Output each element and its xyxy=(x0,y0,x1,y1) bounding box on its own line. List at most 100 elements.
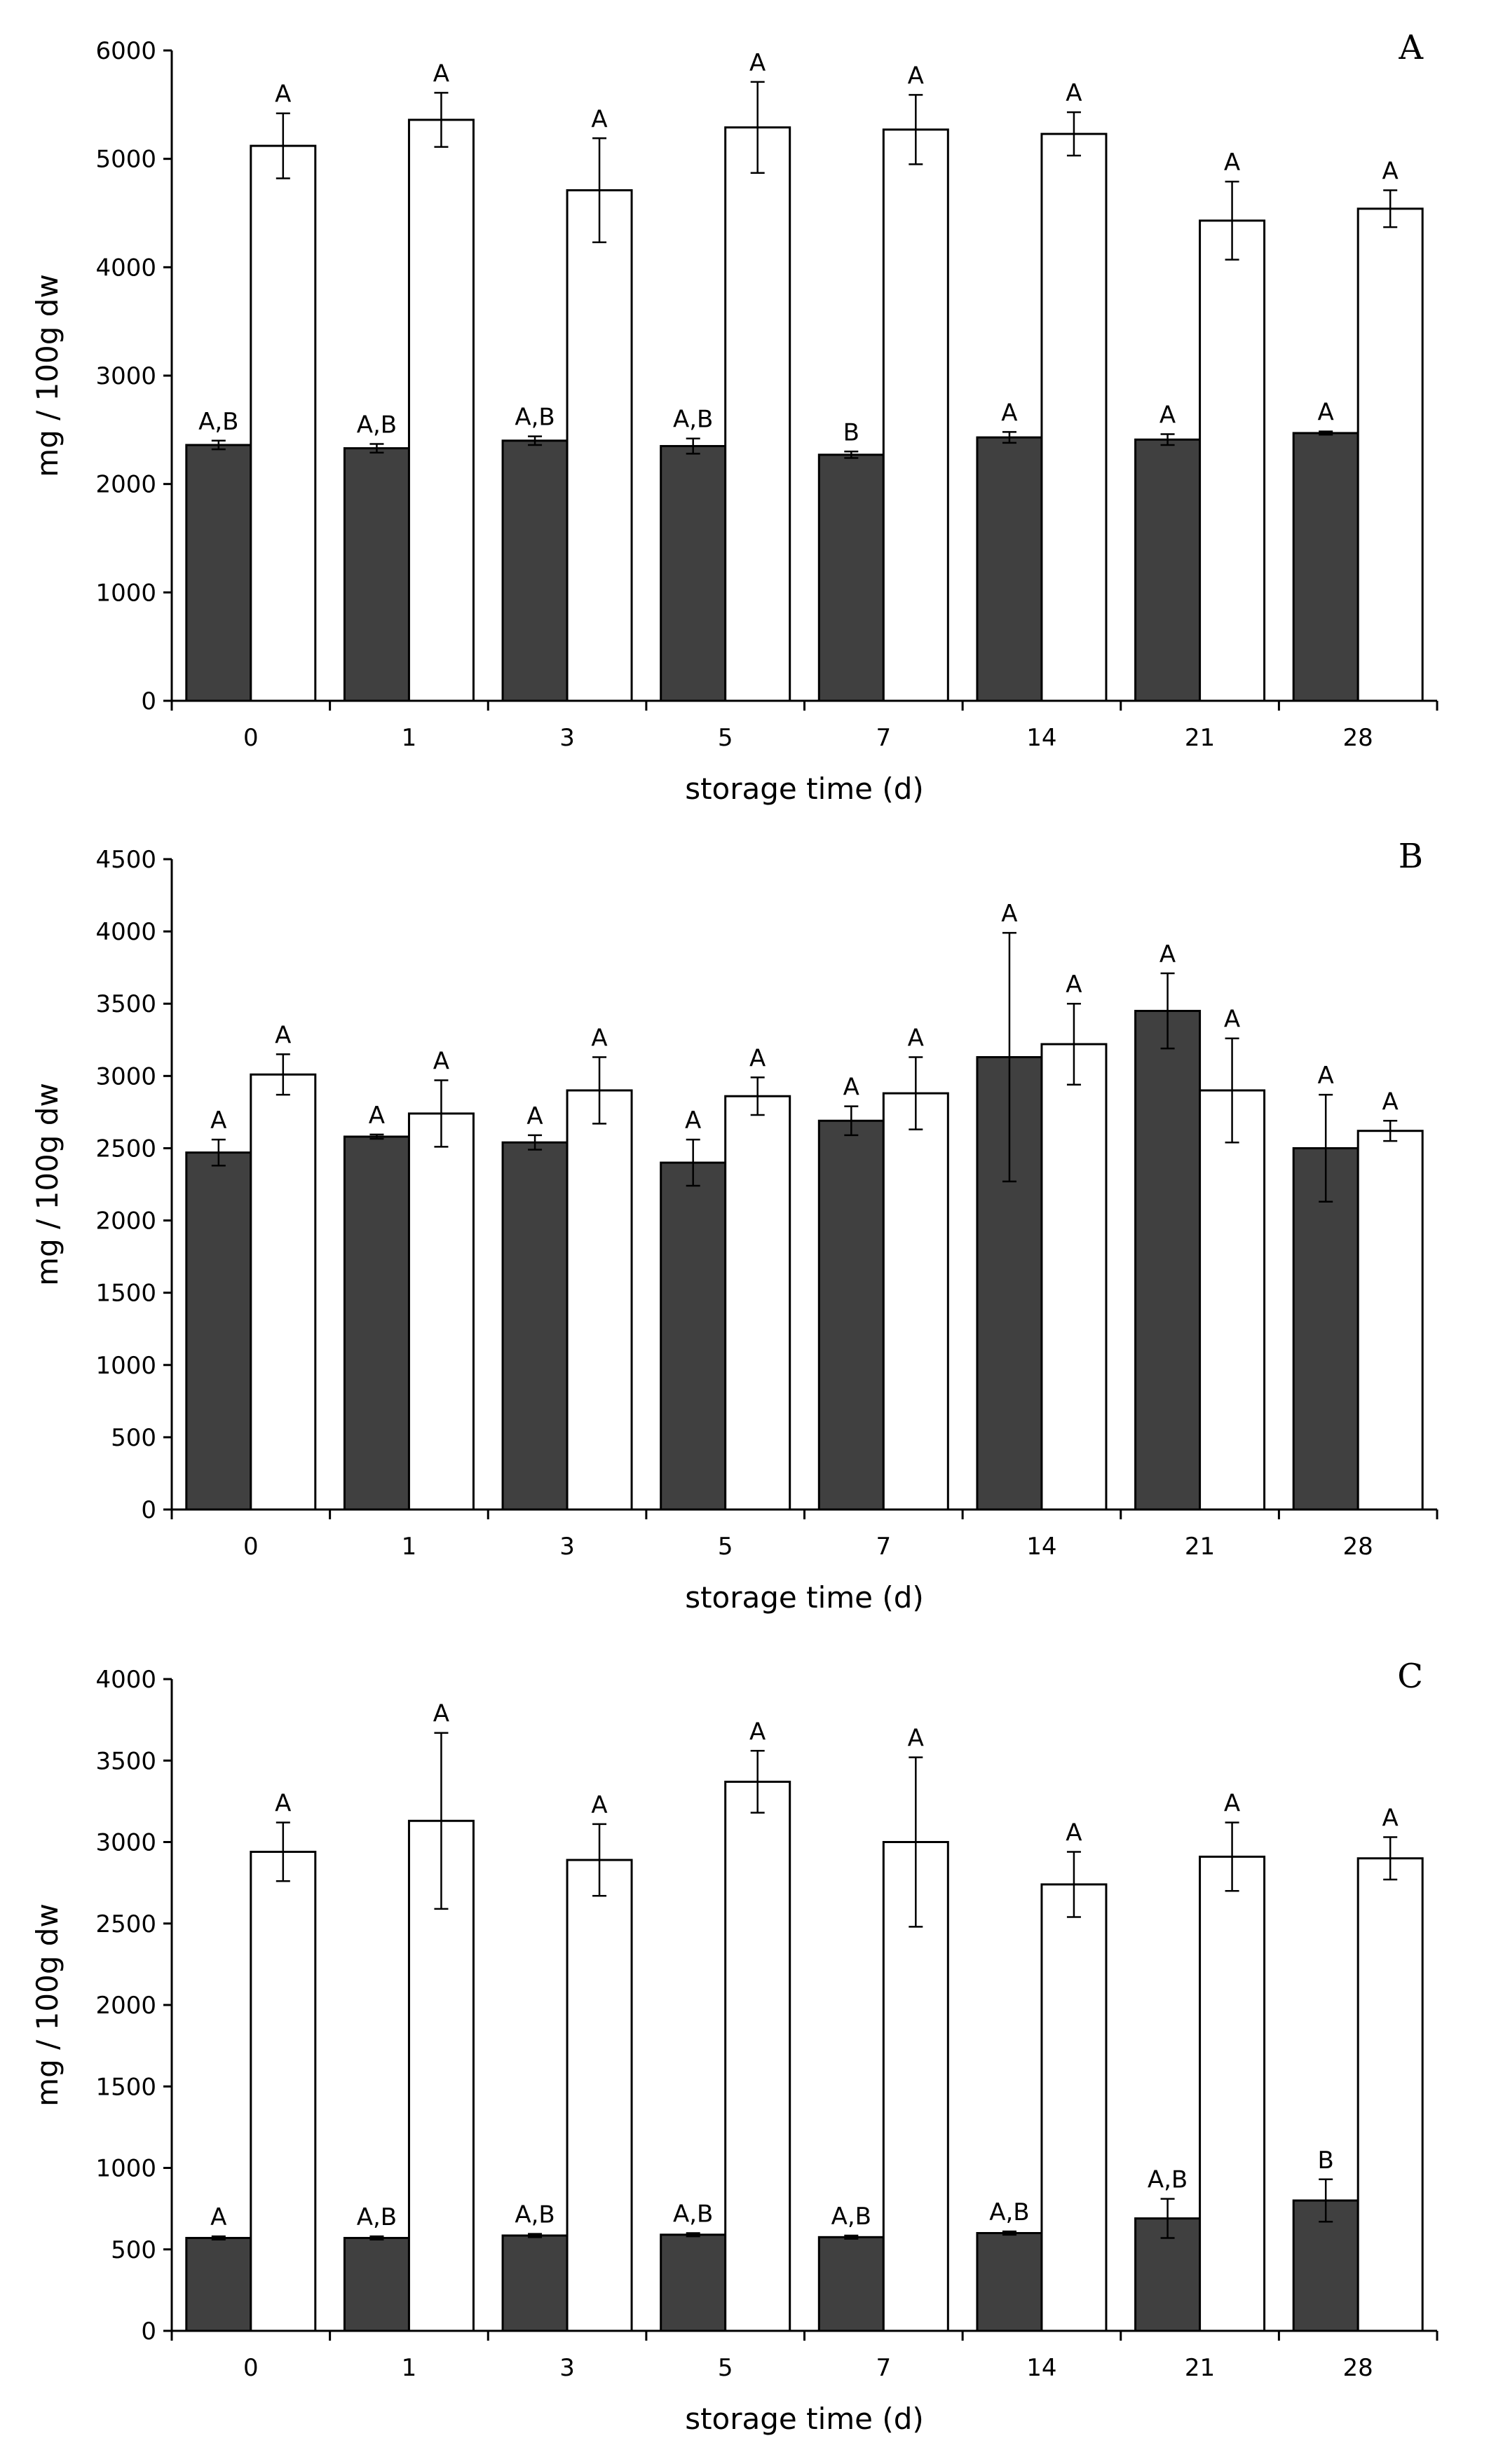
significance-label: A,B xyxy=(357,2203,397,2231)
y-tick-label: 2000 xyxy=(95,1992,156,2020)
significance-label: A xyxy=(591,1025,607,1053)
bar-white-21 xyxy=(1199,219,1266,702)
significance-label: A,B xyxy=(515,404,555,432)
x-tick-label: 21 xyxy=(1185,724,1215,752)
bar-white-5 xyxy=(724,1095,791,1511)
bar-white-3 xyxy=(566,189,633,702)
significance-label: A,B xyxy=(989,2198,1029,2226)
significance-label: A xyxy=(1066,79,1082,107)
y-tick-label: 1500 xyxy=(95,2073,156,2101)
bar-dark-21 xyxy=(1134,438,1202,702)
significance-label: A xyxy=(1001,900,1017,928)
x-tick-label: 21 xyxy=(1185,1533,1215,1561)
bar-dark-0 xyxy=(185,1151,252,1511)
y-tick-label: 3500 xyxy=(95,1747,156,1775)
bar-white-5 xyxy=(724,1780,791,2332)
bar-white-28 xyxy=(1356,1857,1424,2332)
bar-dark-3 xyxy=(501,1141,569,1511)
significance-label: A xyxy=(843,1074,859,1102)
bar-white-7 xyxy=(882,128,949,702)
x-tick-label: 1 xyxy=(402,2354,417,2382)
significance-label: A,B xyxy=(673,406,713,434)
x-tick-label: 21 xyxy=(1185,2354,1215,2382)
significance-label: A xyxy=(275,1790,291,1818)
bar-white-14 xyxy=(1040,1883,1108,2332)
significance-label: A xyxy=(433,1048,449,1076)
y-tick-label: 0 xyxy=(141,2318,156,2346)
y-axis-title: mg / 100g dw xyxy=(30,1083,64,1286)
y-tick-label: 4000 xyxy=(95,918,156,946)
bar-white-3 xyxy=(566,1859,633,2332)
bar-white-7 xyxy=(882,1841,949,2332)
significance-label: B xyxy=(1318,2147,1334,2175)
significance-label: A xyxy=(1066,971,1082,999)
x-tick-label: 28 xyxy=(1343,2354,1373,2382)
y-tick-label: 2000 xyxy=(95,1207,156,1236)
x-tick-label: 5 xyxy=(718,724,733,752)
significance-label: A xyxy=(591,1791,607,1819)
significance-label: A,B xyxy=(515,2201,555,2229)
y-axis-title: mg / 100g dw xyxy=(30,274,64,477)
significance-label: A xyxy=(908,1025,924,1053)
bar-white-7 xyxy=(882,1092,949,1511)
bar-dark-5 xyxy=(660,445,727,702)
significance-label: A xyxy=(275,1021,291,1049)
x-tick-label: 1 xyxy=(402,1533,417,1561)
x-tick-label: 28 xyxy=(1343,724,1373,752)
significance-label: A xyxy=(433,1700,449,1728)
panel-label: A xyxy=(1398,28,1424,67)
y-tick-label: 3000 xyxy=(95,1062,156,1090)
bar-dark-1 xyxy=(343,447,410,702)
y-tick-label: 3500 xyxy=(95,990,156,1018)
bar-dark-14 xyxy=(976,2232,1043,2332)
significance-label: A,B xyxy=(357,411,397,439)
bar-dark-0 xyxy=(185,2236,252,2332)
y-tick-label: 3000 xyxy=(95,362,156,390)
y-tick-label: 4000 xyxy=(95,254,156,282)
chart-panel-C: 0 500 1000 1500 2000 2500 3000 3500 4000 0 1 3 5 7 14 2… xyxy=(30,1657,1439,2436)
bar-dark-14 xyxy=(976,436,1043,702)
bar-white-21 xyxy=(1199,1089,1266,1511)
significance-label: A xyxy=(908,1725,924,1753)
x-tick-label: 28 xyxy=(1343,1533,1373,1561)
significance-label: A xyxy=(685,1107,701,1135)
bar-white-28 xyxy=(1356,207,1424,702)
significance-label: B xyxy=(843,418,859,446)
bar-dark-3 xyxy=(501,2234,569,2332)
significance-label: A xyxy=(1159,940,1176,969)
y-tick-label: 1000 xyxy=(95,1352,156,1380)
y-tick-label: 2500 xyxy=(95,1910,156,1938)
x-tick-label: 14 xyxy=(1026,724,1056,752)
significance-label: A xyxy=(369,1102,385,1130)
bar-dark-7 xyxy=(817,1119,885,1511)
significance-label: A xyxy=(1066,1819,1082,1847)
significance-label: A xyxy=(433,60,449,88)
bar-dark-5 xyxy=(660,1161,727,1511)
significance-label: A xyxy=(1318,1062,1334,1090)
bar-dark-7 xyxy=(817,2236,885,2332)
x-tick-label: 14 xyxy=(1026,1533,1056,1561)
y-tick-label: 0 xyxy=(141,1496,156,1524)
significance-label: A xyxy=(749,1718,766,1746)
y-tick-label: 4500 xyxy=(95,846,156,874)
panel-label: B xyxy=(1399,837,1423,876)
y-tick-label: 1000 xyxy=(95,579,156,607)
significance-label: A xyxy=(749,1044,766,1072)
significance-label: A xyxy=(749,49,766,77)
bar-dark-1 xyxy=(343,2236,410,2332)
bar-dark-7 xyxy=(817,453,885,702)
x-tick-label: 3 xyxy=(559,2354,575,2382)
bar-dark-1 xyxy=(343,1135,410,1511)
significance-label: A xyxy=(1318,399,1334,427)
x-axis-title: storage time (d) xyxy=(685,1580,924,1615)
bar-dark-5 xyxy=(660,2233,727,2332)
y-tick-label: 2500 xyxy=(95,1135,156,1163)
x-tick-label: 0 xyxy=(243,1533,259,1561)
y-tick-label: 1500 xyxy=(95,1280,156,1308)
bar-dark-28 xyxy=(1292,432,1359,702)
bar-dark-21 xyxy=(1134,2217,1202,2332)
significance-label: A,B xyxy=(1148,2166,1188,2194)
significance-label: A xyxy=(1382,158,1399,186)
x-tick-label: 0 xyxy=(243,2354,259,2382)
